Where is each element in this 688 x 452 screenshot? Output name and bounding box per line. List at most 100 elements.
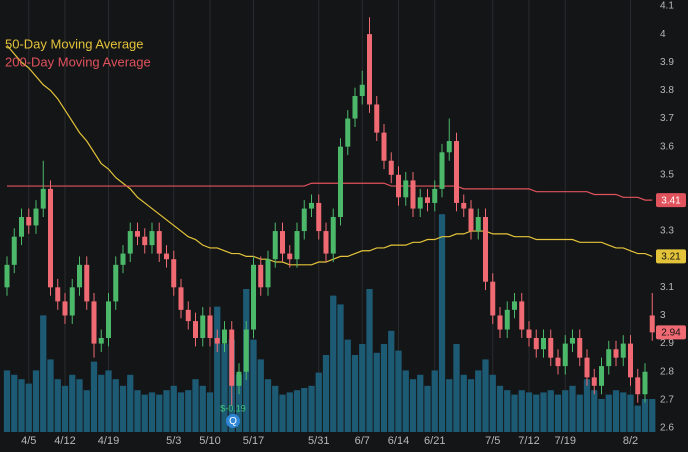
volume-bar (591, 390, 598, 432)
candle-body (98, 337, 104, 344)
y-tick-label: 3.3 (660, 226, 674, 237)
volume-bar (98, 374, 105, 432)
legend: 50-Day Moving Average 200-Day Moving Aver… (5, 36, 151, 69)
candle-body (258, 264, 264, 288)
volume-bar (504, 390, 511, 432)
volume-bar (518, 390, 525, 432)
volume-bar (351, 355, 359, 432)
volume-bar (446, 379, 453, 432)
candle-body (345, 118, 351, 147)
y-tick-label: 4.1 (660, 1, 674, 12)
volume-bar (119, 385, 127, 432)
candle-body (439, 152, 445, 189)
volume-bar (475, 370, 482, 432)
candle-body (294, 231, 300, 260)
last-value-label: 3.41 (661, 195, 681, 206)
volume-bar (598, 399, 605, 432)
volume-bar (11, 374, 18, 432)
x-tick-label: 8/2 (623, 435, 638, 447)
candle-body (512, 301, 517, 310)
volume-bar (330, 295, 337, 432)
volume-bar (424, 385, 431, 432)
y-tick-label: 3.5 (660, 169, 674, 180)
candle-body (425, 197, 430, 203)
x-tick-label: 4/12 (54, 435, 75, 447)
x-tick-label: 5/10 (199, 435, 220, 447)
last-value-label: 2.94 (661, 327, 681, 338)
volume-bar (359, 344, 366, 432)
candle-body (287, 253, 293, 260)
candle-body (475, 217, 481, 232)
volume-bar (170, 385, 177, 432)
volume-bar (127, 374, 134, 432)
candle-body (243, 329, 249, 372)
candle-body (120, 253, 126, 265)
volume-bar (373, 352, 380, 432)
volume-bar (366, 289, 373, 432)
candle-body (541, 337, 546, 350)
volume-bar (388, 330, 395, 432)
candle-body (62, 301, 68, 316)
candle-body (461, 202, 467, 209)
volume-bar (90, 361, 98, 432)
candle-body (222, 329, 227, 344)
volume (3, 214, 656, 432)
volume-bar (47, 359, 54, 432)
volume-bar (199, 385, 206, 432)
candle-body (178, 287, 184, 310)
candle-body (323, 231, 329, 254)
candle-body (388, 160, 394, 175)
volume-bar (576, 394, 583, 432)
y-tick-label: 4 (660, 29, 666, 40)
candle-body (410, 180, 416, 209)
volume-bar (489, 374, 496, 432)
candle-body (69, 287, 75, 316)
candle-body (635, 377, 641, 395)
y-tick-label: 3 (660, 310, 666, 321)
volume-bar (569, 385, 576, 432)
volume-bar (438, 214, 446, 432)
x-tick-label: 4/19 (98, 435, 119, 447)
volume-bar (272, 385, 279, 432)
candle-body (193, 321, 198, 338)
x-tick-label: 7/12 (518, 435, 539, 447)
earnings-label: $-0.19 (220, 403, 246, 413)
volume-bar (192, 379, 199, 432)
volume-bar (533, 394, 540, 432)
volume-bar (221, 344, 228, 432)
volume-bar (156, 394, 163, 432)
volume-bar (257, 359, 264, 432)
volume-bar (417, 374, 424, 432)
volume-bar (250, 339, 257, 432)
y-tick-label: 2.8 (660, 366, 674, 377)
earnings-icon[interactable] (226, 414, 240, 428)
candle-body (446, 141, 452, 153)
volume-bar (460, 374, 467, 432)
last-value-label: 3.21 (661, 252, 681, 263)
y-tick-label: 3.1 (660, 282, 674, 293)
moving-average-line (6, 44, 653, 266)
candle-body (533, 337, 539, 350)
x-tick-label: 7/19 (555, 435, 576, 447)
volume-bar (467, 379, 475, 432)
volume-bar (380, 344, 388, 432)
volume-bar (177, 392, 185, 432)
candle-body (207, 315, 213, 338)
candle-body (584, 357, 590, 378)
x-tick-label: 6/14 (388, 435, 409, 447)
candle-body (338, 146, 343, 217)
candle-body (48, 188, 53, 288)
last-value-tag (656, 193, 686, 208)
volume-bar (511, 394, 518, 432)
candle-body (272, 231, 278, 260)
volume-bar (235, 374, 243, 432)
candle-body (359, 84, 365, 97)
volume-bar (293, 390, 301, 432)
x-tick-label: 6/21 (424, 435, 445, 447)
earnings-icon-text: Q (229, 416, 237, 427)
volume-bar (554, 394, 562, 432)
last-value-tags: 3.41 3.21 2.94 (656, 193, 686, 340)
candle-body (149, 231, 155, 246)
candle-body (468, 208, 474, 232)
